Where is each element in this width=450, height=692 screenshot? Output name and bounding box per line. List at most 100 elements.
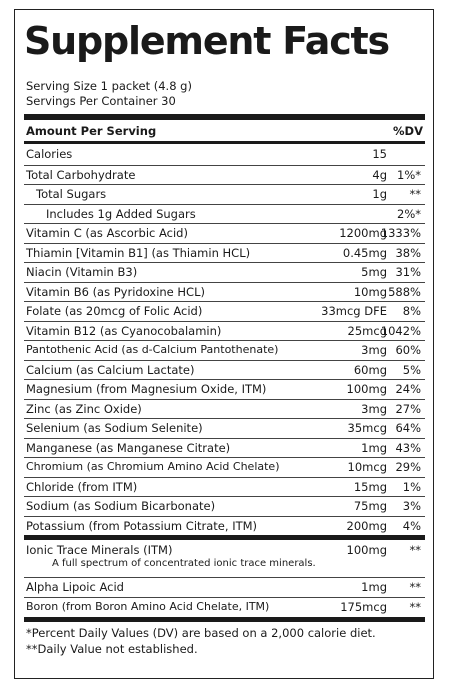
ionic-note: A full spectrum of concentrated ionic tr… [52,558,316,569]
nutrient-amount: 1mg [361,440,387,455]
nutrient-name: Alpha Lipoic Acid [26,580,124,594]
nutrient-amount: 100mg [346,382,387,396]
nutrient-name: Total Carbohydrate [26,167,136,182]
thick-rule [24,535,425,540]
nutrient-name: Pantothenic Acid (as d-Calcium Pantothen… [26,343,279,356]
nutrient-row: Vitamin B12 (as Cyanocobalamin) 25mcg 10… [24,320,425,340]
nutrient-name: Calories [26,147,73,161]
nutrient-name: Potassium (from Potassium Citrate, ITM) [26,518,258,533]
nutrient-row: Alpha Lipoic Acid 1mg ** [24,577,425,596]
nutrient-dv: ** [409,543,422,557]
nutrient-amount: 33mcg DFE [321,304,387,318]
nutrient-amount: 25mcg [347,323,387,338]
nutrient-amount: 60mg [353,362,387,377]
nutrient-name: Niacin (Vitamin B3) [26,265,138,279]
nutrient-amount: 175mcg [340,599,387,614]
nutrient-row: Total Sugars 1g ** [24,184,425,203]
nutrient-name: Vitamin C (as Ascorbic Acid) [26,226,188,240]
nutrient-amount: 200mg [346,518,387,533]
nutrient-name: Thiamin [Vitamin B1] (as Thiamin HCL) [26,245,251,260]
nutrient-dv: 8% [402,304,421,318]
thick-rule [24,114,425,120]
nutrient-amount: 10mg [353,284,387,299]
nutrient-dv: 1% [402,479,421,494]
nutrient-amount: 15mg [353,479,387,494]
nutrient-row: Total Carbohydrate 4g 1%* [24,164,425,184]
nutrient-amount: 35mcg [347,421,387,435]
nutrient-amount: 1g [372,187,387,201]
nutrient-name: Vitamin B6 (as Pyridoxine HCL) [26,284,205,299]
nutrient-name: Chloride (from ITM) [26,479,138,494]
footnote-dv: *Percent Daily Values (DV) are based on … [26,626,376,640]
nutrient-row: Chromium (as Chromium Amino Acid Chelate… [24,457,425,476]
nutrient-dv: ** [409,187,422,201]
nutrient-dv: 27% [395,401,421,416]
nutrient-name: Chromium (as Chromium Amino Acid Chelate… [26,460,280,473]
nutrient-name: Includes 1g Added Sugars [46,206,196,221]
nutrient-amount: 3mg [361,343,387,357]
nutrient-name: Vitamin B12 (as Cyanocobalamin) [26,323,222,338]
nutrient-name: Folate (as 20mcg of Folic Acid) [26,304,203,318]
nutrient-dv: 5% [402,362,421,377]
panel-title: Supplement Facts [24,19,390,63]
nutrient-row: Boron (from Boron Amino Acid Chelate, IT… [24,596,425,616]
medium-rule [24,141,425,144]
nutrient-dv: 588% [388,284,421,299]
nutrient-row: Folate (as 20mcg of Folic Acid) 33mcg DF… [24,301,425,320]
nutrient-amount: 3mg [361,401,387,416]
nutrient-dv: 31% [395,265,421,279]
nutrient-row: Manganese (as Manganese Citrate) 1mg 43% [24,437,425,457]
nutrient-dv: 4% [402,518,421,533]
nutrient-amount: 1200mg [339,226,387,240]
nutrient-name: Ionic Trace Minerals (ITM) [26,543,173,557]
nutrient-dv: ** [409,580,422,594]
nutrient-row: Includes 1g Added Sugars 2%* [24,203,425,223]
nutrient-row: Zinc (as Zinc Oxide) 3mg 27% [24,398,425,418]
nutrient-amount: 0.45mg [342,245,387,260]
nutrient-dv: 43% [395,440,421,455]
nutrient-amount: 75mg [353,499,387,513]
nutrient-row: Magnesium (from Magnesium Oxide, ITM) 10… [24,379,425,398]
nutrient-name: Zinc (as Zinc Oxide) [26,401,142,416]
nutrient-row: Vitamin B6 (as Pyridoxine HCL) 10mg 588% [24,281,425,301]
nutrient-amount: 5mg [361,265,387,279]
nutrient-name: Selenium (as Sodium Selenite) [26,421,203,435]
nutrient-row: Selenium (as Sodium Selenite) 35mcg 64% [24,418,425,437]
nutrient-row: Pantothenic Acid (as d-Calcium Pantothen… [24,340,425,359]
nutrient-row: Sodium (as Sodium Bicarbonate) 75mg 3% [24,496,425,515]
nutrient-dv: 1333% [380,226,421,240]
nutrient-row: Niacin (Vitamin B3) 5mg 31% [24,262,425,281]
supplement-facts-panel: Supplement Facts Serving Size 1 packet (… [14,9,434,679]
thick-rule [24,617,425,622]
servings-per-container: Servings Per Container 30 [26,94,176,108]
nutrient-dv: 1%* [397,167,421,182]
nutrient-dv: 60% [395,343,421,357]
nutrient-name: Magnesium (from Magnesium Oxide, ITM) [26,382,267,396]
nutrient-amount: 15 [372,147,387,161]
amount-per-serving-header: Amount Per Serving [26,124,157,138]
nutrient-row-ionic: Ionic Trace Minerals (ITM) 100mg ** A fu… [24,541,425,577]
nutrient-name: Manganese (as Manganese Citrate) [26,440,231,455]
nutrient-name: Calcium (as Calcium Lactate) [26,362,195,377]
serving-size: Serving Size 1 packet (4.8 g) [26,79,192,93]
nutrient-dv: 64% [395,421,421,435]
column-header: Amount Per Serving %DV [26,122,423,140]
nutrient-dv: 29% [395,460,421,474]
nutrient-amount: 4g [372,167,387,182]
dv-header: %DV [393,124,423,138]
nutrient-dv: 3% [402,499,421,513]
nutrient-row: Calories 15 [24,145,425,164]
nutrient-amount: 1mg [361,580,387,594]
nutrient-name: Boron (from Boron Amino Acid Chelate, IT… [26,599,270,613]
nutrient-row: Calcium (as Calcium Lactate) 60mg 5% [24,359,425,379]
nutrient-dv: ** [409,599,422,614]
nutrient-dv: 1042% [380,323,421,338]
nutrient-amount: 100mg [346,543,387,557]
footnote-not-established: **Daily Value not established. [26,642,198,656]
nutrient-row: Potassium (from Potassium Citrate, ITM) … [24,515,425,535]
nutrient-dv: 24% [395,382,421,396]
nutrient-row: Chloride (from ITM) 15mg 1% [24,476,425,496]
nutrient-row: Vitamin C (as Ascorbic Acid) 1200mg 1333… [24,223,425,242]
nutrient-name: Sodium (as Sodium Bicarbonate) [26,499,216,513]
nutrient-name: Total Sugars [36,187,107,201]
